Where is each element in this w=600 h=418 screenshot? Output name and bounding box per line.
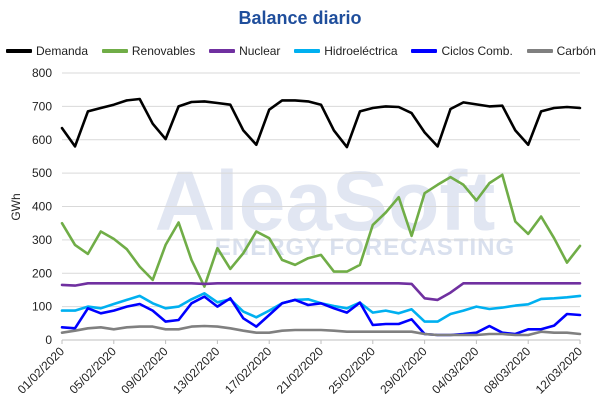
y-tick-label: 300 (32, 233, 52, 247)
chart-legend: Demanda Renovables Nuclear Hidroeléctric… (6, 43, 596, 59)
legend-label-demanda: Demanda (36, 44, 89, 58)
y-tick-label: 400 (32, 200, 52, 214)
series-line-nuclear (60, 281, 582, 302)
legend-item-carbon: Carbón (526, 44, 596, 58)
legend-swatch-renovables (101, 49, 128, 53)
series-line-demanda (60, 97, 582, 149)
legend-item-ciclos-comb: Ciclos Comb. (411, 44, 513, 58)
y-tick-label: 600 (32, 133, 52, 147)
y-tick-label: 700 (32, 99, 52, 113)
series-line-ciclos-comb (60, 295, 582, 337)
legend-swatch-demanda (6, 49, 32, 53)
y-tick-label: 0 (45, 333, 52, 347)
x-tick-label: 17/02/2020 (222, 344, 275, 397)
legend-swatch-ciclos-comb (411, 49, 438, 53)
x-tick-label: 12/03/2020 (533, 344, 586, 397)
legend-label-renovables: Renovables (131, 44, 196, 58)
legend-item-hidroelectrica: Hidroeléctrica (294, 44, 398, 58)
y-tick-label: 800 (32, 66, 52, 80)
x-tick-label: 13/02/2020 (170, 344, 223, 397)
y-tick-label: 100 (32, 300, 52, 314)
legend-label-hidroelectrica: Hidroeléctrica (324, 44, 398, 58)
legend-swatch-nuclear (209, 49, 236, 53)
series-line-carbon (60, 324, 582, 337)
x-tick-label: 08/03/2020 (481, 344, 534, 397)
x-tick-label: 09/02/2020 (118, 344, 171, 397)
x-tick-label: 25/02/2020 (326, 344, 379, 397)
series-line-hidroelectrica (60, 291, 582, 323)
x-tick-label: 21/02/2020 (274, 344, 327, 397)
legend-label-nuclear: Nuclear (239, 44, 281, 58)
legend-item-demanda: Demanda (6, 44, 88, 58)
y-axis-title: GWh (9, 193, 23, 220)
series-group (60, 97, 582, 337)
grid (62, 72, 580, 341)
x-tick-label: 04/03/2020 (429, 344, 482, 397)
watermark-logo-text: AleaSoft (155, 154, 496, 248)
chart-title: Balance diario (238, 8, 362, 28)
legend-item-renovables: Renovables (101, 44, 196, 58)
legend-label-ciclos-comb: Ciclos Comb. (441, 44, 513, 58)
series-line-renovables (60, 173, 582, 288)
legend-swatch-carbon (526, 49, 553, 53)
legend-label-carbon: Carbón (556, 44, 596, 58)
watermark: AleaSoft ENERGY FORECASTING (155, 154, 514, 261)
legend-swatch-hidroelectrica (294, 49, 321, 53)
y-tick-label: 500 (32, 166, 52, 180)
x-tick-label: 29/02/2020 (377, 344, 430, 397)
x-tick-label: 05/02/2020 (67, 344, 120, 397)
x-tick-label: 01/02/2020 (15, 344, 68, 397)
legend-item-nuclear: Nuclear (209, 44, 280, 58)
y-tick-label: 200 (32, 266, 52, 280)
